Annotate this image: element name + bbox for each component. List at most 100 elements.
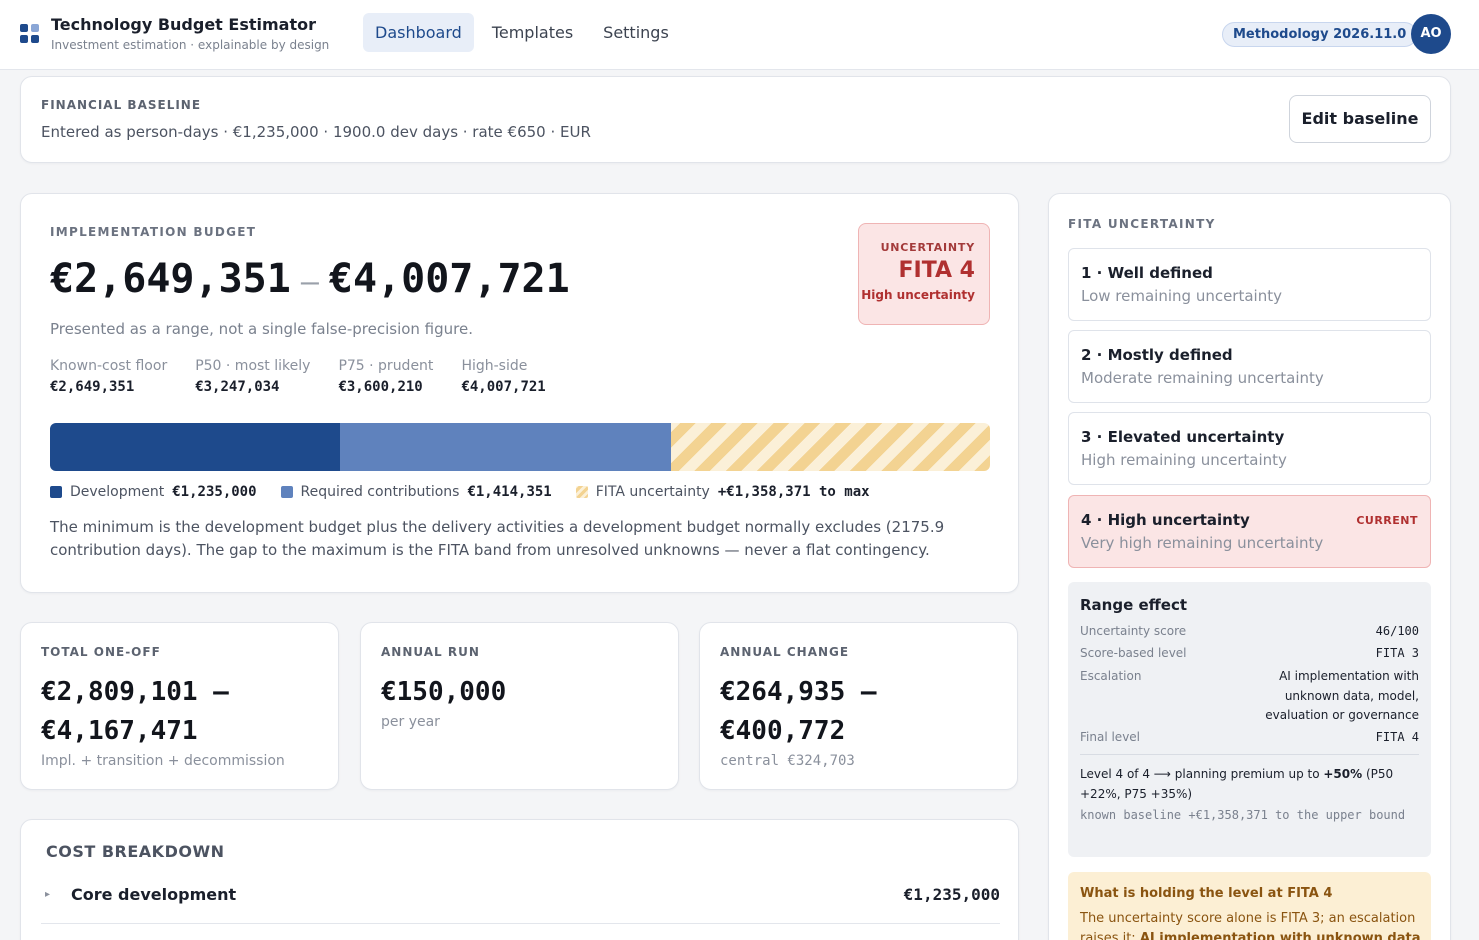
legend-label: Required contributions xyxy=(300,484,460,500)
card-value-line1: €2,809,101 – xyxy=(41,677,229,707)
effect-row-score-level: Score-based level FITA 3 xyxy=(1080,646,1419,660)
fita-level-3[interactable]: 3 · Elevated uncertainty High remaining … xyxy=(1068,412,1431,485)
app-subtitle: Investment estimation · explainable by d… xyxy=(51,38,330,52)
methodology-badge: Methodology 2026.11.0 xyxy=(1222,22,1418,47)
stat-p75: P75 · prudent €3,600,210 xyxy=(338,358,433,395)
stat-p50: P50 · most likely €3,247,034 xyxy=(195,358,310,395)
card-sub: central €324,703 xyxy=(720,753,855,769)
range-low: €2,649,351 xyxy=(50,256,291,302)
uncertainty-badge: UNCERTAINTY FITA 4 High uncertainty xyxy=(858,223,990,325)
holding-text-pre: The uncertainty score alone is FITA 3; a… xyxy=(1080,911,1416,940)
bar-legend: Development €1,235,000 Required contribu… xyxy=(50,484,870,500)
level-desc: Very high remaining uncertainty xyxy=(1081,534,1324,552)
uncertainty-label: UNCERTAINTY xyxy=(880,241,975,254)
level-desc: High remaining uncertainty xyxy=(1081,451,1287,469)
effect-value: FITA 3 xyxy=(1375,646,1419,660)
budget-composition-bar xyxy=(50,423,990,471)
range-separator: – xyxy=(300,265,319,300)
stat-label: P75 · prudent xyxy=(338,358,434,374)
holding-text: The uncertainty score alone is FITA 3; a… xyxy=(1080,909,1425,940)
level-desc: Low remaining uncertainty xyxy=(1081,287,1282,305)
legend-label: FITA uncertainty xyxy=(595,484,710,500)
user-avatar[interactable]: AO xyxy=(1411,14,1451,54)
baseline-summary: Entered as person-days · €1,235,000 · 19… xyxy=(41,123,591,141)
total-one-off-card: TOTAL ONE-OFF €2,809,101 – €4,167,471 Im… xyxy=(20,622,339,790)
card-value: €150,000 xyxy=(381,673,506,712)
annual-change-card: ANNUAL CHANGE €264,935 – €400,772 centra… xyxy=(699,622,1018,790)
stat-label: Known-cost floor xyxy=(50,358,168,374)
effect-value: FITA 4 xyxy=(1375,730,1419,744)
stat-value: €3,247,034 xyxy=(195,379,280,395)
effect-value: AI implementation with unknown data, mod… xyxy=(1265,669,1419,722)
legend-value: €1,414,351 xyxy=(467,484,552,500)
card-value-line2: €400,772 xyxy=(720,716,846,746)
legend-development: Development €1,235,000 xyxy=(50,484,257,500)
effect-row-final-level: Final level FITA 4 xyxy=(1080,730,1419,744)
fita-title: FITA UNCERTAINTY xyxy=(1068,217,1216,231)
cost-row-value: €1,235,000 xyxy=(903,885,1000,904)
stat-value: €4,007,721 xyxy=(461,379,546,395)
tab-settings[interactable]: Settings xyxy=(603,23,669,42)
budget-stats: Known-cost floor €2,649,351 P50 · most l… xyxy=(50,358,546,395)
annual-run-card: ANNUAL RUN €150,000 per year xyxy=(360,622,679,790)
impl-title: IMPLEMENTATION BUDGET xyxy=(50,225,257,239)
level-title: 2 · Mostly defined xyxy=(1081,346,1233,364)
level-title: 4 · High uncertainty xyxy=(1081,511,1250,529)
note-text: (P50 +22%, P75 +35%) xyxy=(1080,767,1394,801)
fita-level-2[interactable]: 2 · Mostly defined Moderate remaining un… xyxy=(1068,330,1431,403)
stat-floor: Known-cost floor €2,649,351 xyxy=(50,358,167,395)
legend-value: €1,235,000 xyxy=(172,484,257,500)
card-value-line2: €4,167,471 xyxy=(41,716,198,746)
card-label: ANNUAL RUN xyxy=(381,645,480,659)
fita-level-1[interactable]: 1 · Well defined Low remaining uncertain… xyxy=(1068,248,1431,321)
range-high: €4,007,721 xyxy=(328,256,570,302)
effect-row-escalation: Escalation AI implementation with unknow… xyxy=(1080,669,1419,722)
card-value: €2,809,101 – €4,167,471 xyxy=(41,673,229,751)
implementation-budget-card: IMPLEMENTATION BUDGET €2,649,351– €4,007,… xyxy=(20,193,1019,593)
cost-breakdown-card: COST BREAKDOWN ▸ Core development €1,235… xyxy=(20,819,1019,940)
effect-row-score: Uncertainty score 46/100 xyxy=(1080,624,1419,638)
level-desc: Moderate remaining uncertainty xyxy=(1081,369,1324,387)
app-title: Technology Budget Estimator xyxy=(51,15,316,34)
current-badge: CURRENT xyxy=(1356,514,1418,527)
card-sub: per year xyxy=(381,714,440,730)
effect-value: 46/100 xyxy=(1375,624,1419,638)
financial-baseline-card: FINANCIAL BASELINE Entered as person-day… xyxy=(20,76,1451,163)
tab-dashboard[interactable]: Dashboard xyxy=(363,13,474,52)
range-note: Presented as a range, not a single false… xyxy=(50,320,473,338)
note-text: Level 4 of 4 ⟶ planning premium up to xyxy=(1080,767,1324,781)
cost-row-label: Core development xyxy=(71,885,237,904)
legend-label: Development xyxy=(70,484,165,500)
budget-range: €2,649,351– €4,007,721 xyxy=(50,256,570,302)
edit-baseline-button[interactable]: Edit baseline xyxy=(1289,95,1431,143)
stat-high-side: High-side €4,007,721 xyxy=(461,358,545,395)
premium-note: Level 4 of 4 ⟶ planning premium up to +5… xyxy=(1080,764,1419,804)
legend-value: +€1,358,371 to max xyxy=(717,484,870,500)
bar-segment-fita xyxy=(671,423,990,471)
cost-breakdown-title: COST BREAKDOWN xyxy=(46,842,225,861)
app-logo-icon xyxy=(20,24,40,44)
bar-segment-contributions xyxy=(339,423,672,471)
legend-swatch xyxy=(575,486,588,498)
effect-key: Uncertainty score xyxy=(1080,624,1187,638)
expand-caret-icon[interactable]: ▸ xyxy=(45,889,51,900)
fita-level-4[interactable]: 4 · High uncertainty Very high remaining… xyxy=(1068,495,1431,568)
card-value: €264,935 – €400,772 xyxy=(720,673,877,751)
effect-key: Final level xyxy=(1080,730,1141,744)
legend-swatch xyxy=(50,486,62,498)
holding-title: What is holding the level at FITA 4 xyxy=(1080,886,1333,901)
range-effect-box: Range effect Uncertainty score 46/100 Sc… xyxy=(1068,582,1431,857)
legend-fita: FITA uncertainty +€1,358,371 to max xyxy=(575,484,870,500)
cost-row[interactable]: ▸ Core development €1,235,000 xyxy=(41,880,1000,924)
stat-label: P50 · most likely xyxy=(195,358,311,374)
legend-swatch xyxy=(280,486,293,498)
stat-label: High-side xyxy=(461,358,528,374)
stat-value: €2,649,351 xyxy=(50,379,135,395)
holding-text-bold: AI implementation with unknown data xyxy=(1139,931,1421,940)
card-value-line1: €150,000 xyxy=(381,677,507,707)
divider xyxy=(1080,754,1419,755)
range-effect-title: Range effect xyxy=(1080,596,1188,614)
uncertainty-level: FITA 4 xyxy=(898,258,975,283)
tab-templates[interactable]: Templates xyxy=(491,23,574,42)
stat-value: €3,600,210 xyxy=(338,379,423,395)
